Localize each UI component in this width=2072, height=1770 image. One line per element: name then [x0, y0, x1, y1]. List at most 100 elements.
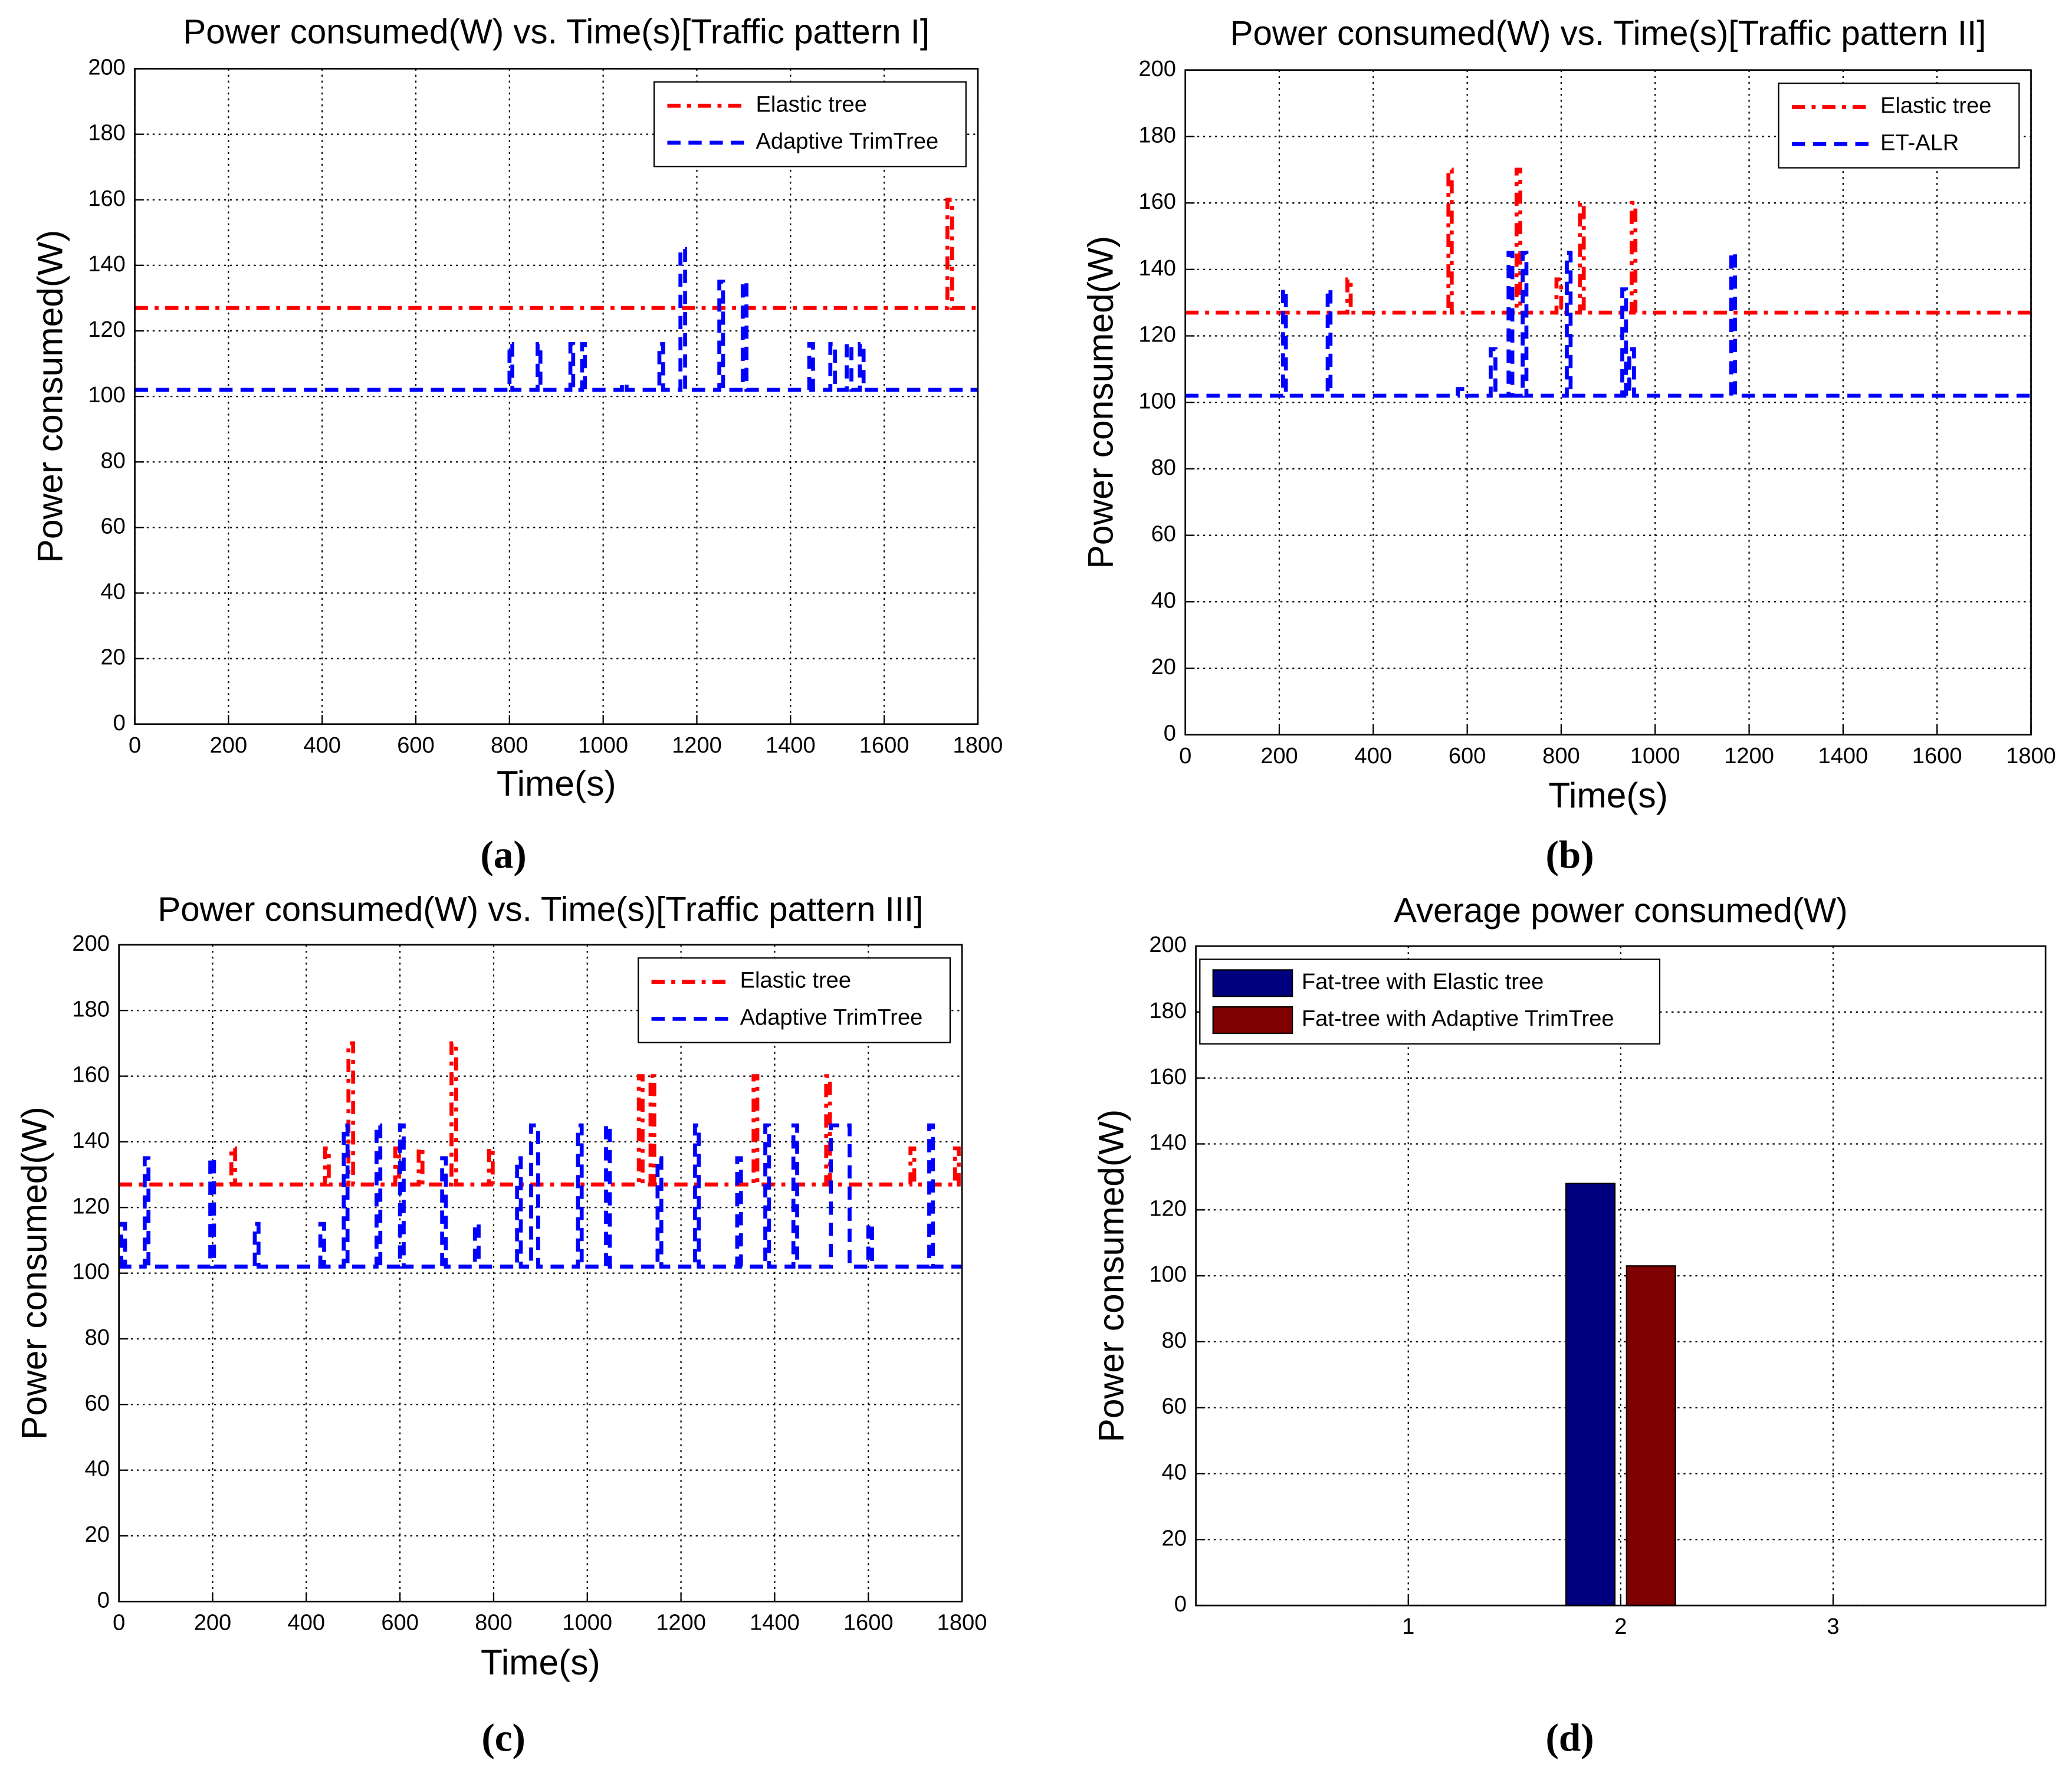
- x-tick-label: 2: [1614, 1614, 1627, 1639]
- y-tick-label: 80: [101, 448, 126, 473]
- bar: [1565, 1183, 1616, 1607]
- axes-frame: [118, 944, 963, 1602]
- x-tick-label: 1600: [843, 1610, 894, 1635]
- y-tick-label: 180: [72, 997, 110, 1022]
- y-tick-label: 200: [1149, 932, 1187, 957]
- x-tick-label: 400: [303, 733, 341, 758]
- x-tick-label: 1800: [953, 733, 1003, 758]
- chart-title: Power consumed(W) vs. Time(s)[Traffic pa…: [157, 890, 923, 928]
- y-tick-label: 80: [1151, 455, 1176, 480]
- legend-label: Elastic tree: [740, 968, 851, 993]
- legend-box: [638, 957, 951, 1043]
- axes-frame: [1184, 69, 2032, 736]
- axes-frame: [1195, 945, 2047, 1607]
- y-tick-label: 60: [85, 1391, 110, 1416]
- chart-title: Power consumed(W) vs. Time(s)[Traffic pa…: [1230, 14, 1986, 52]
- y-tick-label: 140: [88, 252, 126, 277]
- data-line: [134, 198, 978, 310]
- legend-swatch: [1212, 969, 1293, 997]
- y-tick-label: 160: [72, 1063, 110, 1088]
- y-tick-label: 60: [101, 514, 126, 538]
- y-axis-label: Power consumed(W): [1091, 1109, 1131, 1443]
- x-axis-label: Time(s): [1548, 775, 1668, 815]
- y-tick-label: 140: [72, 1128, 110, 1153]
- x-tick-label: 1200: [1724, 744, 1774, 769]
- x-tick-label: 3: [1827, 1614, 1839, 1639]
- panel-label: (d): [1546, 1715, 1594, 1759]
- y-tick-label: 140: [1149, 1131, 1187, 1155]
- y-tick-label: 20: [85, 1522, 110, 1547]
- x-tick-label: 400: [288, 1610, 326, 1635]
- x-tick-label: 1400: [1818, 744, 1869, 769]
- y-axis-label: Power consumed(W): [30, 230, 70, 563]
- x-tick-label: 0: [113, 1610, 125, 1635]
- x-tick-label: 200: [210, 733, 248, 758]
- legend-label: Fat-tree with Elastic tree: [1302, 970, 1544, 994]
- y-tick-label: 120: [1149, 1196, 1187, 1221]
- y-tick-label: 20: [1162, 1526, 1187, 1551]
- y-tick-label: 200: [88, 55, 126, 80]
- x-tick-label: 1600: [1912, 744, 1962, 769]
- y-tick-label: 0: [1164, 721, 1176, 746]
- data-line: [1185, 168, 2031, 315]
- legend-box: [653, 81, 967, 168]
- legend-label: Fat-tree with Adaptive TrimTree: [1302, 1007, 1614, 1032]
- y-tick-label: 180: [88, 121, 126, 146]
- panel-label: (b): [1546, 833, 1594, 877]
- x-tick-label: 1200: [656, 1610, 706, 1635]
- y-tick-label: 80: [1162, 1328, 1187, 1353]
- legend-label: Adaptive TrimTree: [740, 1005, 923, 1030]
- x-tick-label: 1400: [766, 733, 816, 758]
- data-line: [119, 1123, 963, 1269]
- legend-label: Elastic tree: [756, 92, 867, 117]
- x-tick-label: 1800: [2006, 744, 2056, 769]
- x-tick-label: 600: [381, 1610, 419, 1635]
- data-line: [134, 247, 978, 392]
- y-tick-label: 160: [88, 186, 126, 211]
- x-tick-label: 1000: [578, 733, 628, 758]
- x-tick-label: 600: [397, 733, 435, 758]
- y-tick-label: 100: [72, 1260, 110, 1285]
- y-tick-label: 0: [113, 711, 126, 735]
- y-axis-label: Power consumed(W): [14, 1106, 54, 1440]
- y-tick-label: 60: [1151, 522, 1176, 547]
- x-tick-label: 0: [1179, 744, 1191, 769]
- y-tick-label: 120: [88, 317, 126, 342]
- x-tick-label: 1: [1402, 1614, 1414, 1639]
- y-tick-label: 160: [1138, 189, 1176, 214]
- y-tick-label: 20: [1151, 655, 1176, 679]
- y-tick-label: 80: [85, 1325, 110, 1350]
- x-tick-label: 600: [1449, 744, 1486, 769]
- axes-frame: [134, 68, 979, 725]
- x-tick-label: 0: [129, 733, 141, 758]
- data-line: [1185, 251, 2031, 398]
- y-tick-label: 20: [101, 645, 126, 670]
- y-tick-label: 100: [88, 383, 126, 408]
- legend-swatch: [1212, 1006, 1293, 1035]
- x-tick-label: 1000: [562, 1610, 612, 1635]
- y-tick-label: 0: [1174, 1592, 1187, 1617]
- y-tick-label: 160: [1149, 1065, 1187, 1089]
- y-tick-label: 120: [1138, 323, 1176, 347]
- y-tick-label: 100: [1149, 1262, 1187, 1287]
- x-tick-label: 1200: [672, 733, 722, 758]
- x-tick-label: 200: [194, 1610, 232, 1635]
- legend-label: ET-ALR: [1880, 130, 1959, 155]
- y-tick-label: 180: [1149, 999, 1187, 1023]
- x-tick-label: 200: [1260, 744, 1298, 769]
- legend-label: Elastic tree: [1880, 94, 1991, 119]
- x-tick-label: 1800: [937, 1610, 987, 1635]
- chart-title: Power consumed(W) vs. Time(s)[Traffic pa…: [183, 13, 930, 51]
- x-tick-label: 1000: [1630, 744, 1680, 769]
- y-tick-label: 40: [1162, 1460, 1187, 1485]
- y-tick-label: 120: [72, 1194, 110, 1219]
- y-tick-label: 180: [1138, 123, 1176, 147]
- chart-title: Average power consumed(W): [1394, 891, 1847, 930]
- x-tick-label: 1400: [750, 1610, 800, 1635]
- bar: [1626, 1265, 1676, 1607]
- y-tick-label: 100: [1138, 389, 1176, 413]
- y-tick-label: 0: [97, 1588, 110, 1613]
- legend-label: Adaptive TrimTree: [756, 129, 939, 154]
- y-tick-label: 40: [101, 580, 126, 605]
